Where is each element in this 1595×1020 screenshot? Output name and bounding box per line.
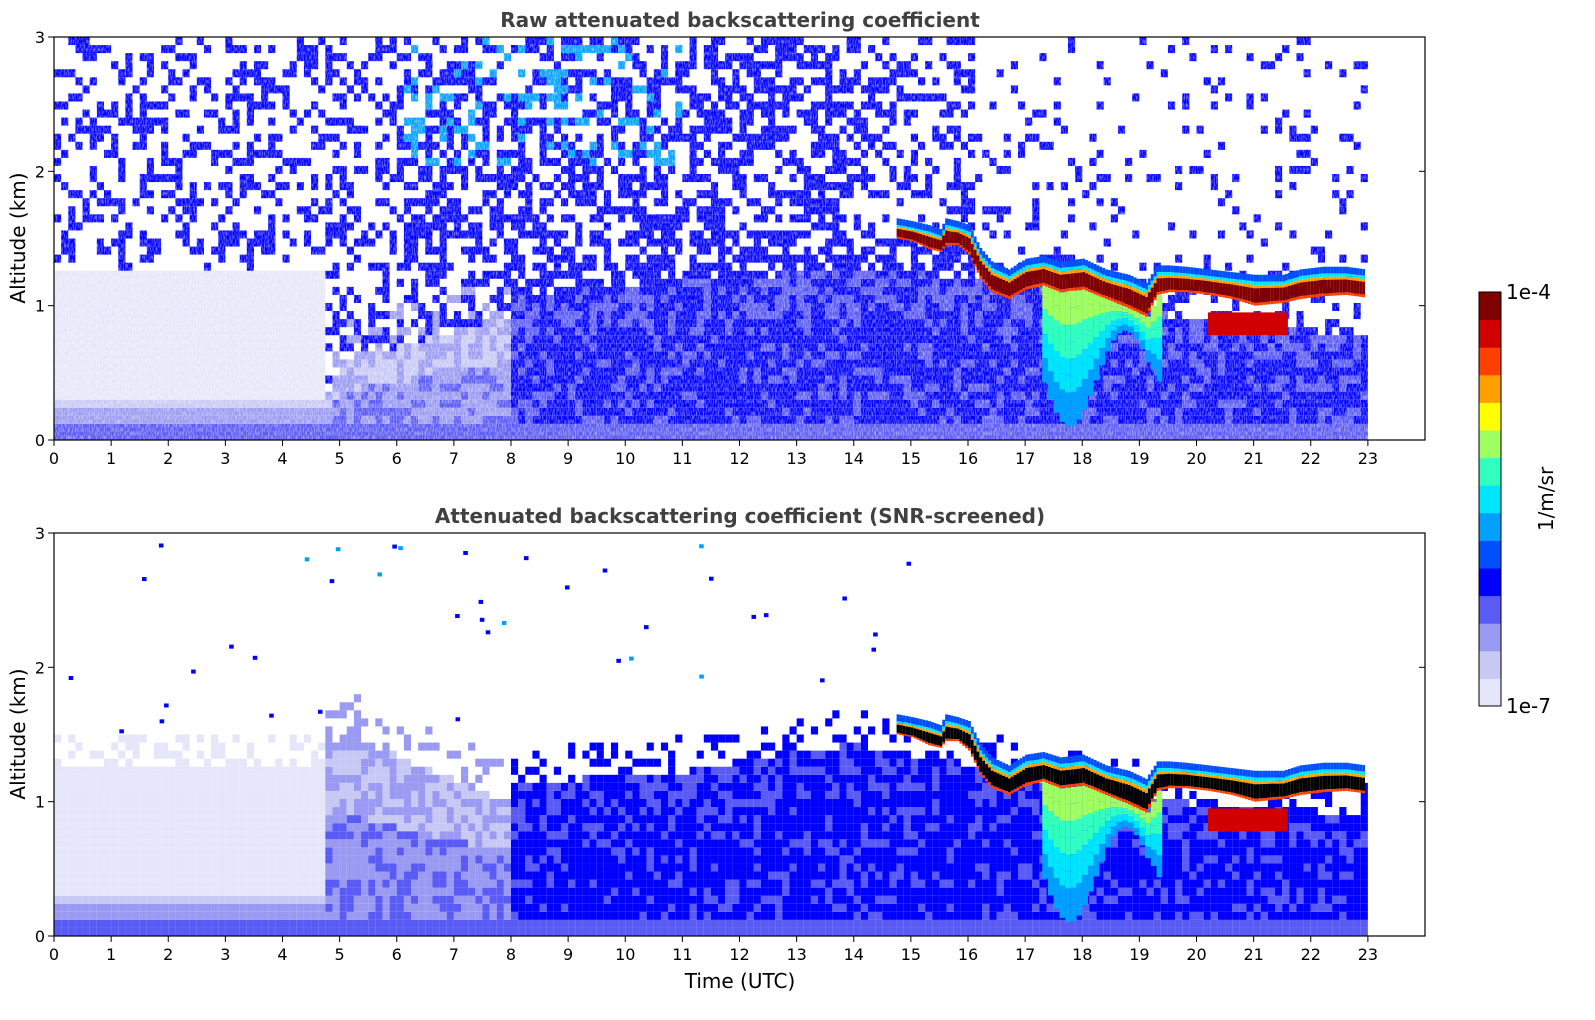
heatmap-area: [54, 37, 1368, 440]
raw-backscatter-panel: Raw attenuated backscattering coefficien…: [6, 8, 1426, 468]
chart-title: Raw attenuated backscattering coefficien…: [500, 8, 980, 32]
